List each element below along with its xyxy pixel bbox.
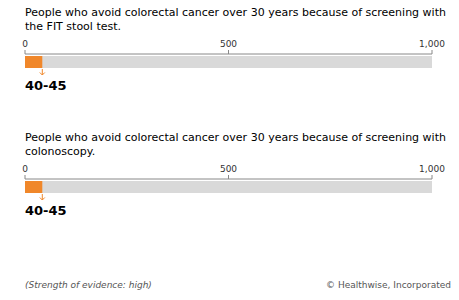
bars	[25, 181, 432, 193]
title: People who avoid colorectal cancer over …	[25, 6, 446, 33]
bars	[25, 56, 432, 68]
tick-label: 0	[22, 164, 28, 174]
bar	[25, 56, 42, 68]
tick-label: 500	[220, 39, 237, 49]
tick-label: 1,000	[419, 39, 445, 49]
bar	[25, 56, 432, 68]
bar	[25, 181, 432, 193]
tick	[25, 50, 26, 54]
footer: © Healthwise, Incorporated	[326, 280, 451, 290]
tick-label: 1,000	[419, 164, 445, 174]
chart: People who avoid colorectal cancer over …	[22, 6, 446, 93]
tick	[228, 175, 229, 179]
tick-label: 500	[220, 164, 237, 174]
tick-label: 0	[22, 39, 28, 49]
tick	[432, 175, 433, 179]
arrow	[40, 69, 45, 75]
tick	[228, 50, 229, 54]
arrow	[40, 194, 45, 200]
tick	[25, 175, 26, 179]
title: People who avoid colorectal cancer over …	[25, 131, 446, 158]
tick	[432, 50, 433, 54]
bar	[25, 181, 42, 193]
figure: People who avoid colorectal cancer over …	[0, 0, 459, 300]
annotation: 40-45	[25, 203, 67, 218]
footer: (Strength of evidence: high)	[25, 280, 152, 290]
annotation: 40-45	[25, 78, 67, 93]
chart: People who avoid colorectal cancer over …	[22, 131, 446, 218]
